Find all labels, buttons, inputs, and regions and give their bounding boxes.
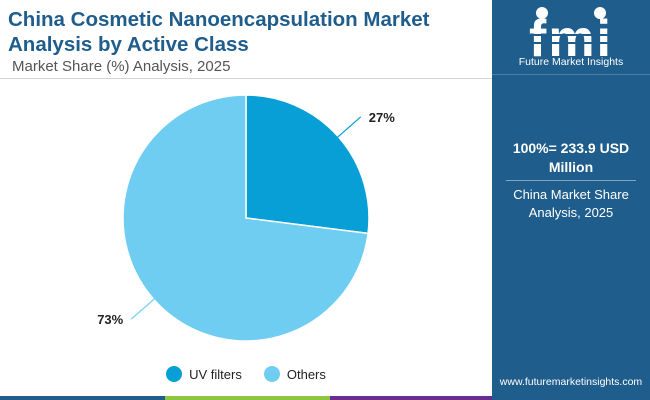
leader-line-uv-filters: [336, 116, 362, 139]
market-total: 100%= 233.9 USD Million: [512, 140, 630, 175]
legend-label-uv-filters: UV filters: [189, 366, 242, 382]
chart-legend: UV filters Others: [0, 366, 492, 382]
legend-item-others: Others: [263, 366, 326, 382]
bottom-bar-segment: [492, 396, 650, 400]
fmi-logo: fmi: [492, 4, 650, 74]
total-separator: [506, 180, 636, 181]
legend-item-uv-filters: UV filters: [166, 366, 242, 382]
legend-label-others: Others: [286, 366, 326, 382]
subtitle-divider: [0, 78, 492, 79]
logo-dot-icon: [594, 7, 606, 19]
chart-subtitle: Market Share (%) Analysis, 2025: [12, 58, 231, 75]
sidebar-divider: [492, 74, 650, 75]
legend-swatch-uv-filters: [166, 366, 183, 382]
data-label-others: 73%: [97, 312, 123, 327]
legend-swatch-others: [263, 366, 280, 382]
logo-dot-icon: [536, 7, 548, 19]
logo-stripe: [492, 42, 650, 44]
bottom-bar-segment: [165, 396, 330, 400]
market-total-note: China Market Share Analysis, 2025: [513, 187, 629, 220]
bottom-bar-segment: [0, 396, 165, 400]
leader-line-others: [130, 297, 156, 320]
data-label-uv-filters: 27%: [369, 110, 395, 125]
logo-stripe: [492, 34, 650, 36]
chart-title: China Cosmetic Nanoencapsulation Market …: [8, 8, 430, 56]
bottom-color-bar: [0, 396, 650, 400]
pie-chart: 27% 73%: [97, 94, 395, 342]
fmi-logo-icon: fmi: [492, 7, 650, 68]
logo-wordmark: fmi: [529, 10, 613, 62]
brand-name: Future Market Insights: [518, 56, 624, 68]
bottom-bar-segment: [330, 396, 492, 400]
summary-sidebar: fmi Future Market Insights 100%= 233.9 U…: [492, 0, 650, 400]
website-link[interactable]: www.futuremarketinsights.com: [499, 376, 643, 388]
pie-slice-uv-filters: [245, 94, 370, 235]
